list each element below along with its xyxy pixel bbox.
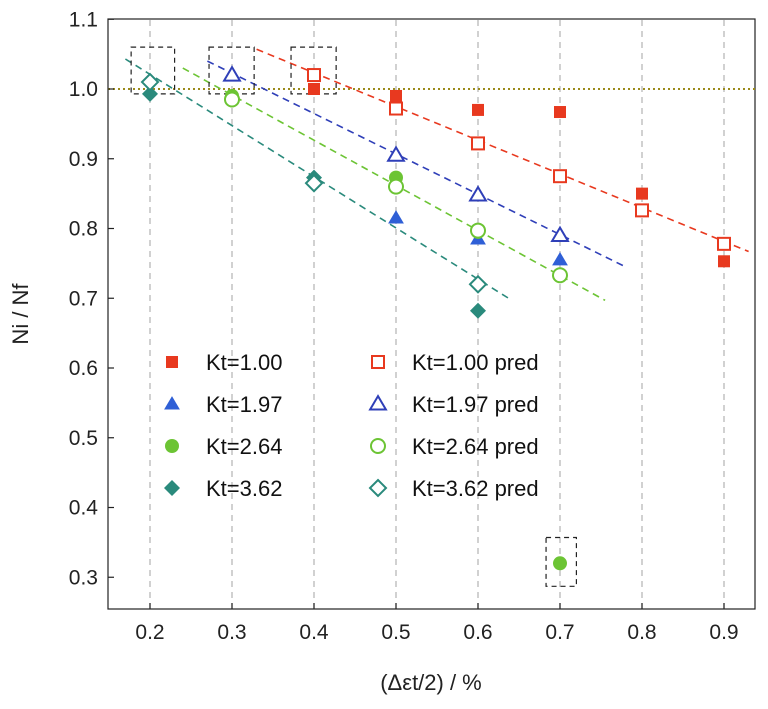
x-tick-label-2: 0.4 [299,621,329,644]
legend-marker-5 [368,394,388,411]
trend-line-0 [256,48,749,253]
point-s4-0 [307,68,321,83]
legend-marker-3 [164,480,180,496]
legend-marker-6 [370,438,386,454]
trend-line-3 [124,58,512,301]
trend-lines [124,48,749,302]
y-axis-ticks: 0.3 0.4 0.5 0.6 0.7 0.8 0.9 1.0 1.1 [69,8,114,589]
point-s4-2 [471,136,485,151]
point-s1-0 [388,210,404,224]
legend-label-1: Kt=1.97 [206,392,282,417]
legend: Kt=1.00 Kt=1.97 Kt=2.64 Kt=3.62 Kt=1.00 pred… [164,350,539,501]
point-s4-5 [717,236,731,251]
highlight-boxes [130,46,577,587]
x-tick-label-1: 0.3 [217,621,246,644]
legend-marker-7 [368,478,388,498]
legend-marker-4 [371,355,385,369]
point-s6-2 [470,222,486,239]
y-tick-label-1: 0.4 [69,497,99,520]
x-axis-ticks: 0.2 0.3 0.4 0.5 0.6 0.7 0.8 0.9 [135,603,739,644]
legend-label-6: Kt=2.64 pred [412,434,539,459]
point-s0-2 [472,103,484,116]
x-tick-label-6: 0.8 [627,621,656,644]
x-tick-label-3: 0.5 [381,621,410,644]
plot-frame [107,18,756,610]
point-s4-4 [635,203,649,218]
legend-label-4: Kt=1.00 pred [412,350,539,375]
point-s1-2 [552,251,568,266]
point-s7-2 [468,274,488,294]
data-points [140,65,731,571]
x-tick-label-4: 0.6 [463,621,492,644]
highlight-box-2 [290,46,337,95]
y-tick-label-5: 0.8 [69,218,98,241]
point-s5-2 [468,185,488,202]
legend-marker-0 [166,356,178,368]
y-tick-label-8: 1.1 [69,8,98,31]
highlight-box-1 [208,46,255,95]
point-s5-3 [550,225,570,242]
x-tick-label-0: 0.2 [135,621,164,644]
y-tick-label-4: 0.7 [69,287,98,310]
point-s4-1 [389,101,403,116]
point-s5-1 [386,145,406,162]
point-s4-3 [553,169,567,184]
legend-label-3: Kt=3.62 [206,476,282,501]
point-s0-4 [636,187,648,200]
y-tick-label-3: 0.6 [69,357,98,380]
legend-label-2: Kt=2.64 [206,434,282,459]
grid [149,20,725,608]
point-s6-3 [552,267,568,284]
point-s3-0 [142,85,158,102]
x-tick-label-7: 0.9 [709,621,738,644]
legend-label-5: Kt=1.97 pred [412,392,539,417]
point-s0-5 [718,255,730,268]
point-s0-1 [390,89,402,102]
point-s3-2 [470,302,486,319]
legend-marker-1 [164,396,180,410]
y-tick-label-6: 0.9 [69,148,98,171]
x-axis-label: (Δεt/2) / % [380,670,482,695]
y-tick-label-0: 0.3 [69,566,98,589]
point-s6-0 [224,91,240,108]
point-s0-3 [554,106,566,119]
point-s7-1 [304,173,324,193]
y-tick-label-7: 1.0 [69,78,98,101]
point-s7-0 [140,72,160,92]
x-tick-label-5: 0.7 [545,621,574,644]
highlight-box-3 [545,536,577,587]
y-tick-label-2: 0.5 [69,427,98,450]
point-s0-0 [308,83,320,95]
legend-marker-2 [165,439,179,453]
legend-label-7: Kt=3.62 pred [412,476,539,501]
point-s2-3 [553,556,567,571]
legend-label-0: Kt=1.00 [206,350,282,375]
point-s5-0 [222,65,242,82]
y-axis-label: Ni / Nf [8,283,33,345]
point-s6-1 [388,178,404,195]
